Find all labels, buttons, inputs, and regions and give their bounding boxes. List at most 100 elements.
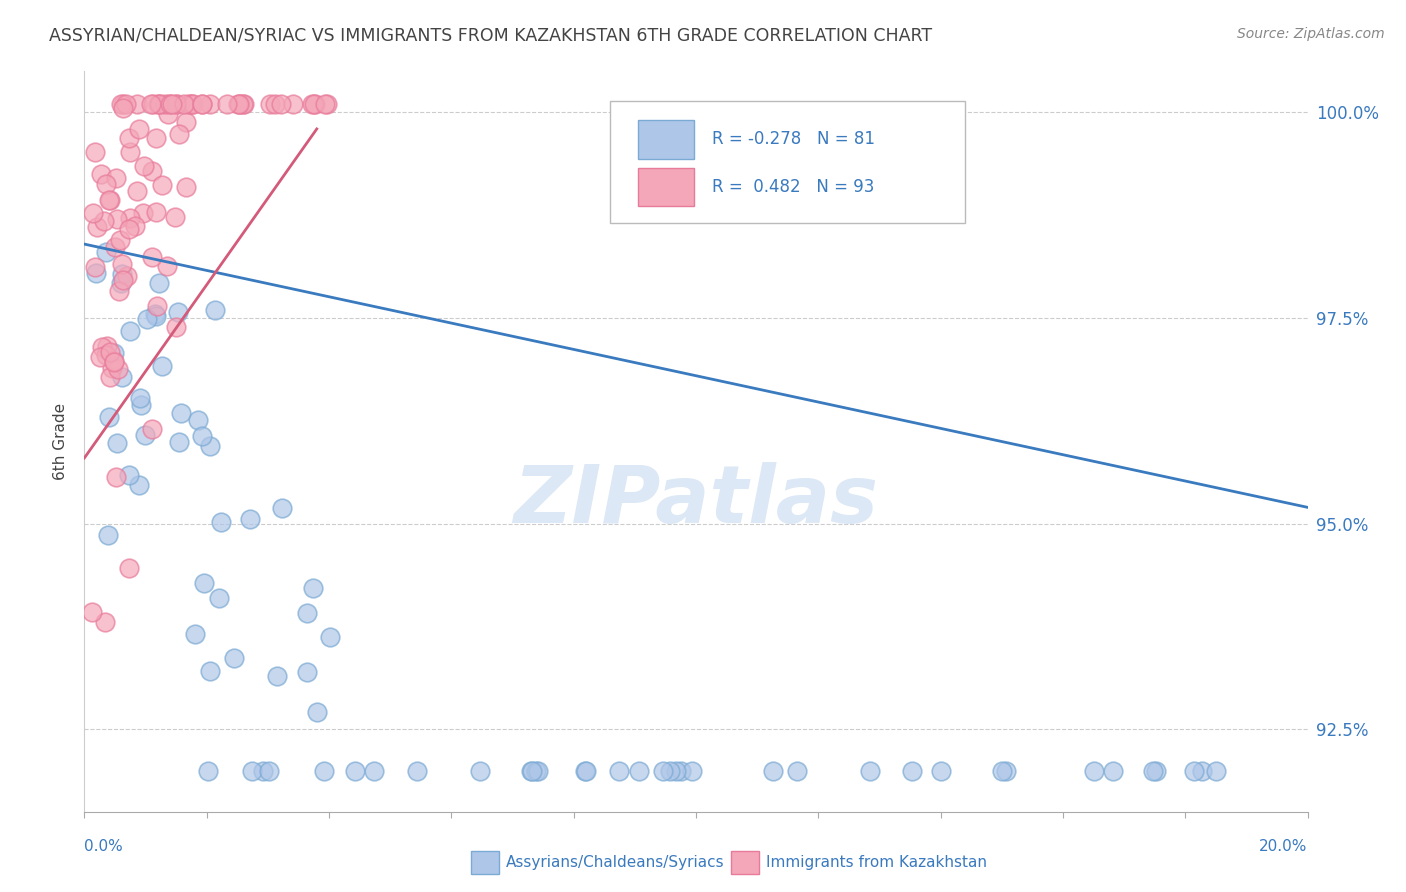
Point [108, 284, 131, 298]
Point [118, 145, 141, 160]
Point [135, 312, 157, 326]
Point [628, 764, 651, 778]
Point [174, 114, 197, 128]
Point [86, 220, 108, 235]
Point [128, 391, 150, 405]
Point [176, 179, 198, 194]
Point [142, 97, 165, 112]
Point [242, 764, 264, 778]
Point [1142, 764, 1164, 778]
Point [995, 764, 1018, 778]
Point [363, 764, 385, 778]
Point [118, 560, 141, 574]
Point [157, 97, 180, 112]
Point [302, 97, 325, 112]
Point [180, 97, 202, 112]
Point [187, 413, 209, 427]
Point [96, 339, 118, 353]
Point [574, 764, 596, 778]
Point [141, 164, 163, 178]
FancyBboxPatch shape [610, 101, 965, 223]
Point [1102, 764, 1125, 778]
Point [198, 665, 221, 679]
Point [141, 422, 163, 436]
Text: R =  0.482   N = 93: R = 0.482 N = 93 [711, 178, 875, 196]
Point [191, 97, 214, 112]
Point [233, 97, 256, 112]
Point [105, 436, 128, 450]
Point [301, 582, 323, 596]
Point [761, 764, 783, 778]
Point [900, 764, 922, 778]
Point [406, 764, 429, 778]
Point [111, 268, 134, 282]
Point [170, 406, 193, 420]
Point [153, 97, 176, 112]
Point [83, 260, 105, 274]
Point [145, 299, 167, 313]
Point [520, 764, 543, 778]
Point [166, 305, 188, 319]
Point [93, 615, 115, 630]
Point [120, 211, 142, 225]
Point [318, 630, 340, 644]
Point [193, 576, 215, 591]
Point [156, 259, 179, 273]
Point [222, 651, 245, 665]
Point [100, 193, 122, 207]
Point [145, 204, 167, 219]
Point [128, 121, 150, 136]
Point [652, 764, 675, 778]
Point [118, 325, 141, 339]
Point [665, 764, 688, 778]
Point [208, 591, 231, 606]
Point [165, 97, 187, 112]
Point [314, 97, 336, 112]
Point [209, 515, 232, 529]
Point [150, 359, 173, 374]
Point [103, 346, 125, 360]
Point [190, 97, 212, 112]
Point [191, 429, 214, 443]
Text: 20.0%: 20.0% [1260, 838, 1308, 854]
Point [1182, 764, 1205, 778]
Point [252, 764, 274, 778]
Point [160, 97, 183, 112]
Point [112, 97, 135, 112]
Point [270, 97, 292, 112]
Point [468, 764, 491, 778]
Point [150, 178, 173, 192]
FancyBboxPatch shape [638, 168, 693, 206]
Text: Immigrants from Kazakhstan: Immigrants from Kazakhstan [766, 855, 987, 870]
Point [217, 97, 239, 112]
Point [145, 131, 167, 145]
Point [83, 145, 105, 160]
Point [316, 97, 339, 112]
Point [167, 127, 190, 141]
Point [173, 97, 195, 112]
Point [159, 97, 181, 112]
Point [146, 97, 169, 112]
Point [266, 669, 288, 683]
Point [104, 170, 127, 185]
Point [304, 97, 326, 112]
Point [132, 160, 155, 174]
Point [124, 219, 146, 234]
Text: ASSYRIAN/CHALDEAN/SYRIAC VS IMMIGRANTS FROM KAZAKHSTAN 6TH GRADE CORRELATION CHA: ASSYRIAN/CHALDEAN/SYRIAC VS IMMIGRANTS F… [49, 27, 932, 45]
Point [526, 764, 548, 778]
Point [166, 97, 188, 112]
Point [105, 469, 128, 483]
Point [1205, 764, 1227, 778]
Point [239, 512, 262, 526]
Point [169, 434, 191, 449]
Point [97, 410, 120, 425]
Point [149, 97, 172, 112]
Point [125, 184, 148, 198]
Point [97, 528, 120, 542]
Point [110, 233, 132, 247]
Point [111, 370, 134, 384]
Point [80, 605, 103, 619]
Point [90, 340, 112, 354]
Point [118, 467, 141, 482]
Point [105, 211, 128, 226]
